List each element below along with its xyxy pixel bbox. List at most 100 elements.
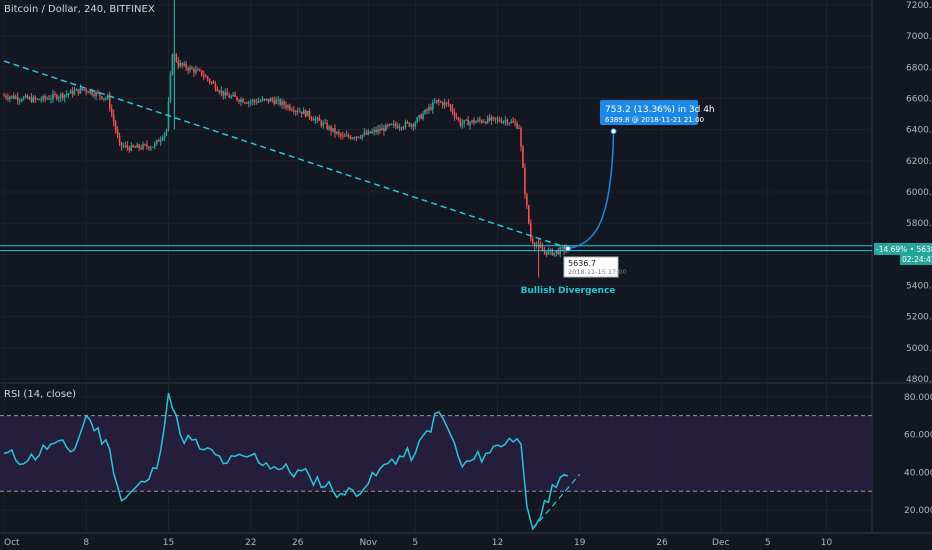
candle-body [246, 102, 248, 104]
candle-body [398, 127, 401, 129]
time-tick-label: 22 [245, 538, 256, 548]
candle-body [332, 128, 334, 132]
candle-body [494, 117, 497, 120]
projection-endpoint [610, 128, 617, 135]
price-tick-label: 5800.0 [906, 219, 932, 229]
candle-body [22, 97, 25, 100]
candle-body [543, 251, 546, 253]
time-tick-label: 8 [83, 538, 89, 548]
candle-body [422, 113, 424, 119]
candle-body [63, 94, 66, 98]
candle-body [357, 136, 360, 138]
candle-body [261, 98, 264, 101]
candle-body [310, 117, 313, 120]
candle-body [208, 79, 211, 83]
candle-body [169, 74, 172, 102]
candle-body [328, 126, 330, 130]
candle-body [455, 116, 458, 118]
rsi-title: RSI (14, close) [4, 389, 77, 400]
candle-body [244, 102, 246, 104]
candle-body [200, 70, 203, 76]
candle-body [34, 97, 37, 100]
candle-body [24, 95, 27, 98]
candle-body [296, 110, 299, 112]
candle-body [144, 144, 146, 146]
projection-startpoint [565, 245, 571, 252]
price-tick-label: 6000.0 [906, 188, 932, 198]
candle-body [467, 119, 469, 126]
candle-body [218, 91, 221, 93]
price-tick-label: 5400.0 [906, 282, 932, 292]
candle-body [555, 250, 558, 253]
candle-body [334, 128, 336, 134]
candle-body [443, 102, 446, 106]
candle-body [3, 95, 5, 97]
line-price-tag [874, 243, 932, 255]
candle-body [103, 98, 105, 100]
price-tooltip-date: 2018-11-15 17:00 [568, 268, 627, 276]
candle-body [212, 82, 215, 84]
candle-body [418, 115, 420, 118]
candle-body [281, 101, 283, 105]
candle-body [130, 145, 133, 151]
candle-body [410, 124, 413, 127]
candle-body [420, 115, 422, 119]
price-tick-label: 5000.0 [906, 344, 932, 354]
candle-body [58, 97, 60, 100]
candle-body [30, 97, 33, 102]
candle-body [385, 124, 387, 132]
candle-body [396, 125, 399, 129]
candle-body [81, 88, 84, 90]
rsi-axis[interactable]: 80.0000 60.0000 40.0000 20.0000 [904, 393, 932, 516]
candle-body [240, 99, 242, 102]
candle-body [183, 63, 185, 66]
time-tick-label: Nov [359, 538, 377, 548]
price-tick-label: 7000.0 [906, 32, 932, 42]
candle-body [549, 249, 552, 251]
candle-body [140, 148, 142, 150]
candle-body [302, 110, 305, 115]
overlays [0, 60, 872, 252]
candle-body [199, 69, 201, 71]
candle-body [459, 119, 462, 126]
candle-body [512, 121, 514, 123]
candle-body [437, 100, 440, 102]
candle-body [206, 76, 209, 80]
candle-body [210, 82, 213, 84]
candle-body [510, 121, 513, 123]
candle-body [18, 100, 21, 102]
candle-body [61, 93, 64, 98]
candle-body [259, 100, 262, 102]
candle-body [44, 96, 46, 99]
candle-body [5, 95, 7, 98]
candle-body [531, 239, 534, 244]
candle-body [69, 90, 72, 94]
candle-body [26, 95, 29, 99]
candle-body [502, 121, 505, 123]
candle-body [428, 107, 430, 111]
candle-body [449, 104, 452, 108]
candle-body [563, 247, 565, 251]
candle-body [412, 124, 415, 127]
candle-body [451, 107, 454, 113]
candle-body [238, 100, 240, 102]
time-axis[interactable]: Oct 8 15 22 26 Nov 5 12 19 26 Dec 5 10 [4, 538, 832, 548]
candle-body [175, 54, 178, 62]
line-price-tag-text: -14.69% • 5638.0 [876, 245, 932, 254]
price-trend-line [3, 60, 569, 249]
candle-body [506, 120, 509, 124]
candle-body [14, 96, 17, 99]
candle-body [355, 136, 358, 138]
rsi-bounds [0, 415, 872, 492]
candle-body [482, 121, 485, 123]
candle-body [453, 112, 456, 117]
candle-body [402, 127, 405, 129]
candle-body [222, 90, 225, 96]
price-axis[interactable]: 7200.0 7000.0 6800.0 6600.0 6400.0 6200.0 6000… [906, 1, 932, 385]
candle-body [490, 117, 493, 121]
candle-body [404, 121, 407, 128]
candle-body [324, 122, 326, 124]
candle-body [441, 102, 444, 106]
